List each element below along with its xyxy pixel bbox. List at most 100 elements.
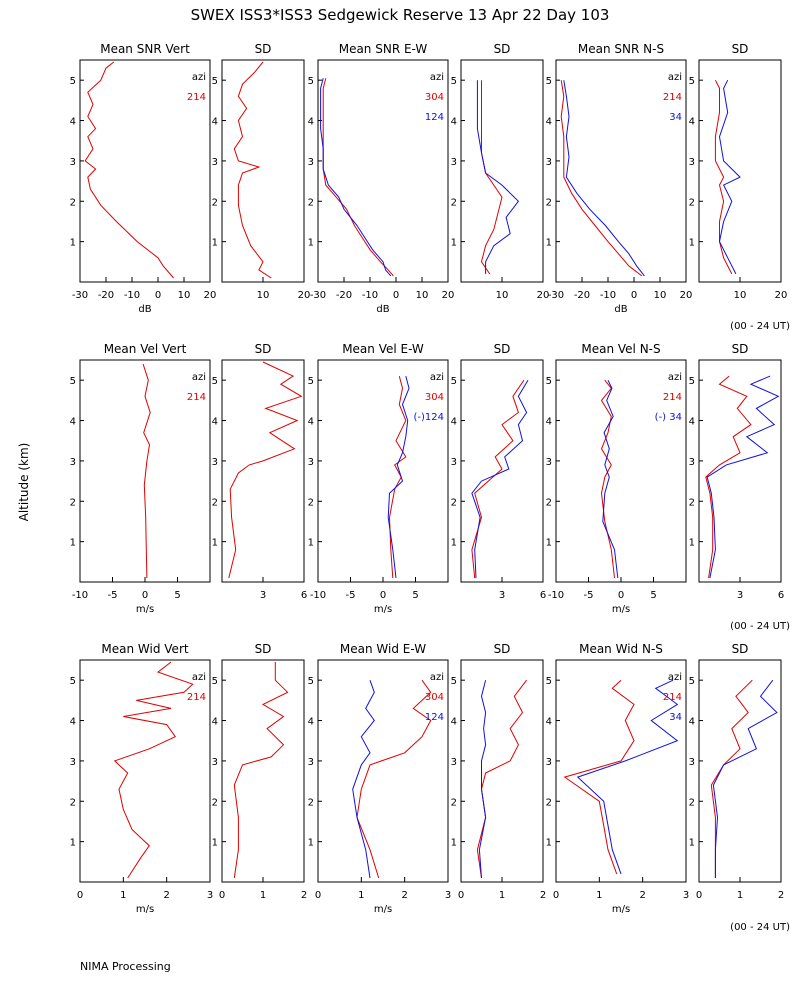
x-tick-label: 10 [734,290,747,301]
y-tick-label: 3 [212,757,218,768]
y-tick-label: 1 [451,838,457,849]
series-line-red [714,79,733,275]
y-tick-label: 4 [546,417,552,428]
x-tick-label: -20 [574,290,590,301]
legend-azi-label: azi [192,672,206,683]
y-tick-label: 3 [451,457,457,468]
x-tick-label: -10 [548,590,564,601]
series-line-red [142,363,151,579]
series-line-red [705,375,752,579]
y-tick-label: 1 [308,238,314,249]
panel-title: SD [255,642,272,656]
y-tick-label: 5 [70,676,76,687]
x-tick-label: -10 [310,590,326,601]
y-tick-label: 1 [546,238,552,249]
y-tick-label: 3 [546,457,552,468]
x-tick-label: 1 [358,890,364,901]
x-tick-label: 1 [499,890,505,901]
y-tick-label: 2 [451,797,457,808]
x-tick-label: 0 [219,890,225,901]
panel-title: Mean Vel E-W [342,342,424,356]
panel-title: SD [494,42,511,56]
y-tick-label: 3 [212,157,218,168]
x-tick-label: 2 [639,890,645,901]
y-tick-label: 4 [70,717,76,728]
y-tick-label: 5 [212,676,218,687]
series-line-red [233,662,289,879]
panel-5: Mean SNR N-S-30 -20 -10 0 10 2012345dBazi2143… [546,42,693,315]
series-line-blue [476,80,520,274]
x-axis-label: m/s [136,604,154,615]
y-tick-label: 4 [212,417,218,428]
y-tick-label: 3 [308,157,314,168]
y-tick-label: 1 [212,838,218,849]
y-tick-label: 5 [689,376,695,387]
x-tick-label: 20 [680,290,693,301]
panel-title: SD [255,42,272,56]
series-line-blue [352,680,375,879]
y-tick-label: 5 [308,676,314,687]
x-tick-label: 5 [174,590,180,601]
legend-entry: 124 [425,712,444,723]
x-tick-label: 2 [301,890,307,901]
x-tick-label: -5 [584,590,594,601]
panel-18: SD 0 1 2 1 2 3 4 5 [689,642,785,901]
y-tick-label: 1 [546,838,552,849]
x-tick-label: 0 [458,890,464,901]
x-tick-label: 3 [737,590,743,601]
y-tick-label: 2 [308,497,314,508]
y-tick-label: 5 [70,376,76,387]
x-tick-label: 20 [775,290,788,301]
x-tick-label: 3 [260,590,266,601]
panel-15: Mean Wid E-W 0 1 2 3 1 2 3 4 5 m/s azi 304 124 [308,642,452,915]
plot-frame [317,59,449,283]
ut-note-row2: (00 - 24 UT) [730,621,790,632]
plot-frame [79,659,211,883]
x-tick-label: 3 [499,590,505,601]
x-tick-label: -30 [310,290,326,301]
x-tick-label: -5 [108,590,118,601]
y-tick-label: 3 [70,757,76,768]
plot-frame [460,659,544,883]
plot-frame [79,59,211,283]
y-tick-label: 2 [689,797,695,808]
panels: Mean SNR Vert-30 -20 -10 0 10 2012345dBazi214… [70,42,788,915]
y-tick-label: 4 [546,117,552,128]
plot-frame [221,659,305,883]
y-tick-label: 5 [308,76,314,87]
plot-frame [698,59,782,283]
series-line-blue [712,679,778,878]
panel-6: SD 10 20 1 2 3 4 5 [689,42,788,301]
y-tick-label: 1 [546,538,552,549]
y-tick-label: 4 [689,417,695,428]
panel-11: Mean Vel N-S -10 -5 0 5 1 2 3 4 5 m/s azi 214 (-) 34 [546,342,687,615]
legend-azi-label: azi [430,372,444,383]
y-tick-label: 4 [308,417,314,428]
x-tick-label: 2 [778,890,784,901]
x-tick-label: 1 [596,890,602,901]
figure-title: SWEX ISS3*ISS3 Sedgewick Reserve 13 Apr … [191,6,610,24]
x-tick-label: 6 [301,590,307,601]
y-tick-label: 5 [451,376,457,387]
y-tick-label: 5 [546,676,552,687]
series-line-red [356,679,432,879]
x-tick-label: 10 [654,290,667,301]
y-tick-label: 3 [451,157,457,168]
legend-entry: 214 [663,92,682,103]
y-tick-label: 3 [546,157,552,168]
ut-note-row1: (00 - 24 UT) [730,321,790,332]
x-tick-label: 20 [298,290,311,301]
legend-entry: (-)124 [414,412,445,423]
panel-title: Mean Wid Vert [101,642,188,656]
panel-13: Mean Wid Vert 0 1 2 3 1 2 3 4 5 m/s azi 214 [70,642,214,915]
x-tick-label: -10 [72,590,88,601]
y-tick-label: 2 [308,797,314,808]
series-line-red [563,679,635,875]
y-tick-label: 2 [212,797,218,808]
x-axis-label: m/s [612,904,630,915]
x-tick-label: -30 [72,290,88,301]
panel-title: SD [732,342,749,356]
y-tick-label: 4 [70,117,76,128]
y-tick-label: 2 [70,197,76,208]
